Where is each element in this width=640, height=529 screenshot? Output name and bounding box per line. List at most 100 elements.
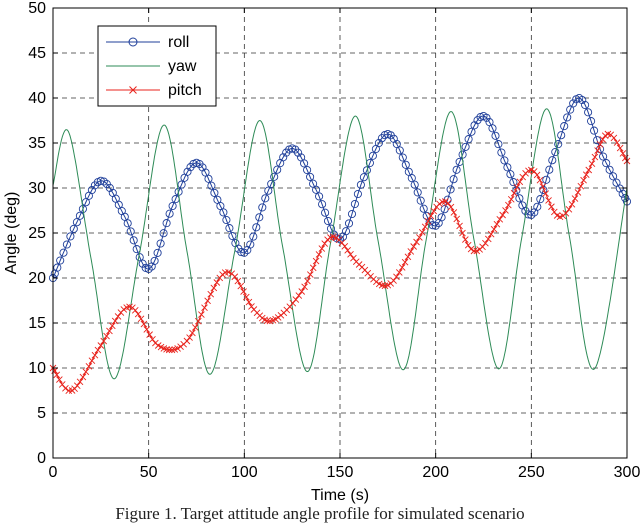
marker-pitch xyxy=(507,195,515,203)
marker-pitch xyxy=(274,314,282,321)
legend-label-roll: roll xyxy=(168,34,189,51)
marker-roll xyxy=(524,210,533,219)
series-pitch xyxy=(49,130,631,394)
marker-pitch xyxy=(174,345,181,352)
marker-roll xyxy=(303,165,312,175)
axis-ticks: 0 50 100 150 200 250 300 0 5 10 15 20 25 30 35 40 45 50 xyxy=(28,0,640,481)
marker-pitch xyxy=(114,313,122,320)
marker-roll xyxy=(368,151,377,160)
marker-roll xyxy=(353,189,362,199)
marker-pitch xyxy=(53,371,61,379)
marker-pitch xyxy=(85,362,93,370)
marker-roll xyxy=(204,174,213,183)
marker-pitch xyxy=(248,303,255,310)
marker-pitch xyxy=(210,284,218,292)
marker-pitch xyxy=(309,264,317,272)
marker-roll xyxy=(228,231,237,241)
marker-roll xyxy=(129,236,138,245)
marker-pitch xyxy=(421,223,429,231)
marker-pitch xyxy=(616,144,624,152)
legend-label-yaw: yaw xyxy=(168,58,197,75)
x-tick-label: 100 xyxy=(231,464,258,481)
marker-roll xyxy=(605,165,614,174)
marker-roll xyxy=(210,188,219,197)
marker-pitch xyxy=(594,147,601,154)
marker-pitch xyxy=(149,335,156,343)
legend-label-pitch: pitch xyxy=(168,82,202,99)
marker-roll xyxy=(156,239,165,248)
marker-roll xyxy=(207,181,216,190)
y-tick-label: 15 xyxy=(28,315,46,332)
marker-pitch xyxy=(163,346,170,353)
y-tick-label: 35 xyxy=(28,135,46,152)
marker-pitch xyxy=(97,342,105,349)
marker-roll xyxy=(533,202,542,211)
marker-roll xyxy=(53,263,62,272)
marker-pitch xyxy=(137,315,145,323)
series-layer xyxy=(48,93,632,394)
marker-roll xyxy=(216,201,225,211)
marker-roll xyxy=(264,186,273,195)
marker-roll xyxy=(494,140,503,149)
marker-roll xyxy=(581,100,590,110)
marker-pitch xyxy=(88,357,96,364)
marker-pitch xyxy=(58,381,66,388)
marker-pitch xyxy=(450,209,458,216)
marker-roll xyxy=(261,194,270,203)
marker-pitch xyxy=(484,235,492,243)
marker-pitch xyxy=(516,178,524,186)
marker-pitch xyxy=(390,277,397,284)
marker-pitch xyxy=(307,271,314,278)
marker-pitch xyxy=(470,247,478,255)
marker-pitch xyxy=(213,279,221,286)
marker-pitch xyxy=(79,373,87,381)
marker-roll xyxy=(222,215,231,225)
marker-roll xyxy=(464,135,473,144)
marker-pitch xyxy=(393,273,400,281)
marker-roll xyxy=(306,172,315,181)
marker-pitch xyxy=(194,317,202,325)
marker-roll xyxy=(219,208,228,217)
marker-pitch xyxy=(542,190,550,197)
marker-roll xyxy=(246,240,255,249)
marker-roll xyxy=(159,229,168,238)
marker-pitch xyxy=(146,331,153,338)
marker-pitch xyxy=(373,278,380,286)
marker-pitch xyxy=(585,166,593,174)
marker-roll xyxy=(66,232,75,241)
marker-roll xyxy=(165,209,174,218)
marker-pitch xyxy=(424,217,432,225)
marker-pitch xyxy=(550,208,558,216)
marker-roll xyxy=(315,192,324,201)
marker-pitch xyxy=(401,258,409,266)
marker-pitch xyxy=(131,306,139,314)
marker-roll xyxy=(398,153,407,162)
marker-roll xyxy=(318,200,327,209)
marker-pitch xyxy=(240,288,247,295)
marker-pitch xyxy=(100,337,108,345)
marker-pitch xyxy=(427,212,435,220)
marker-roll xyxy=(312,185,321,194)
marker-pitch xyxy=(395,269,403,276)
legend-item-roll: roll xyxy=(106,34,189,51)
marker-roll xyxy=(563,113,572,122)
marker-pitch xyxy=(459,229,466,237)
marker-pitch xyxy=(574,189,582,196)
x-tick-label: 0 xyxy=(49,464,58,481)
marker-pitch xyxy=(410,243,417,250)
marker-pitch xyxy=(487,230,495,238)
marker-pitch xyxy=(513,184,521,191)
marker-pitch xyxy=(261,316,268,324)
marker-roll xyxy=(341,227,351,236)
marker-roll xyxy=(410,180,419,189)
marker-roll xyxy=(300,159,309,168)
legend-marker-roll xyxy=(128,37,138,47)
marker-roll xyxy=(509,178,518,187)
marker-pitch xyxy=(143,326,151,333)
marker-pitch xyxy=(73,382,81,390)
marker-pitch xyxy=(430,207,438,215)
series-line-yaw xyxy=(52,108,628,380)
marker-roll xyxy=(374,138,383,148)
marker-roll xyxy=(168,201,177,211)
marker-roll xyxy=(548,156,557,165)
